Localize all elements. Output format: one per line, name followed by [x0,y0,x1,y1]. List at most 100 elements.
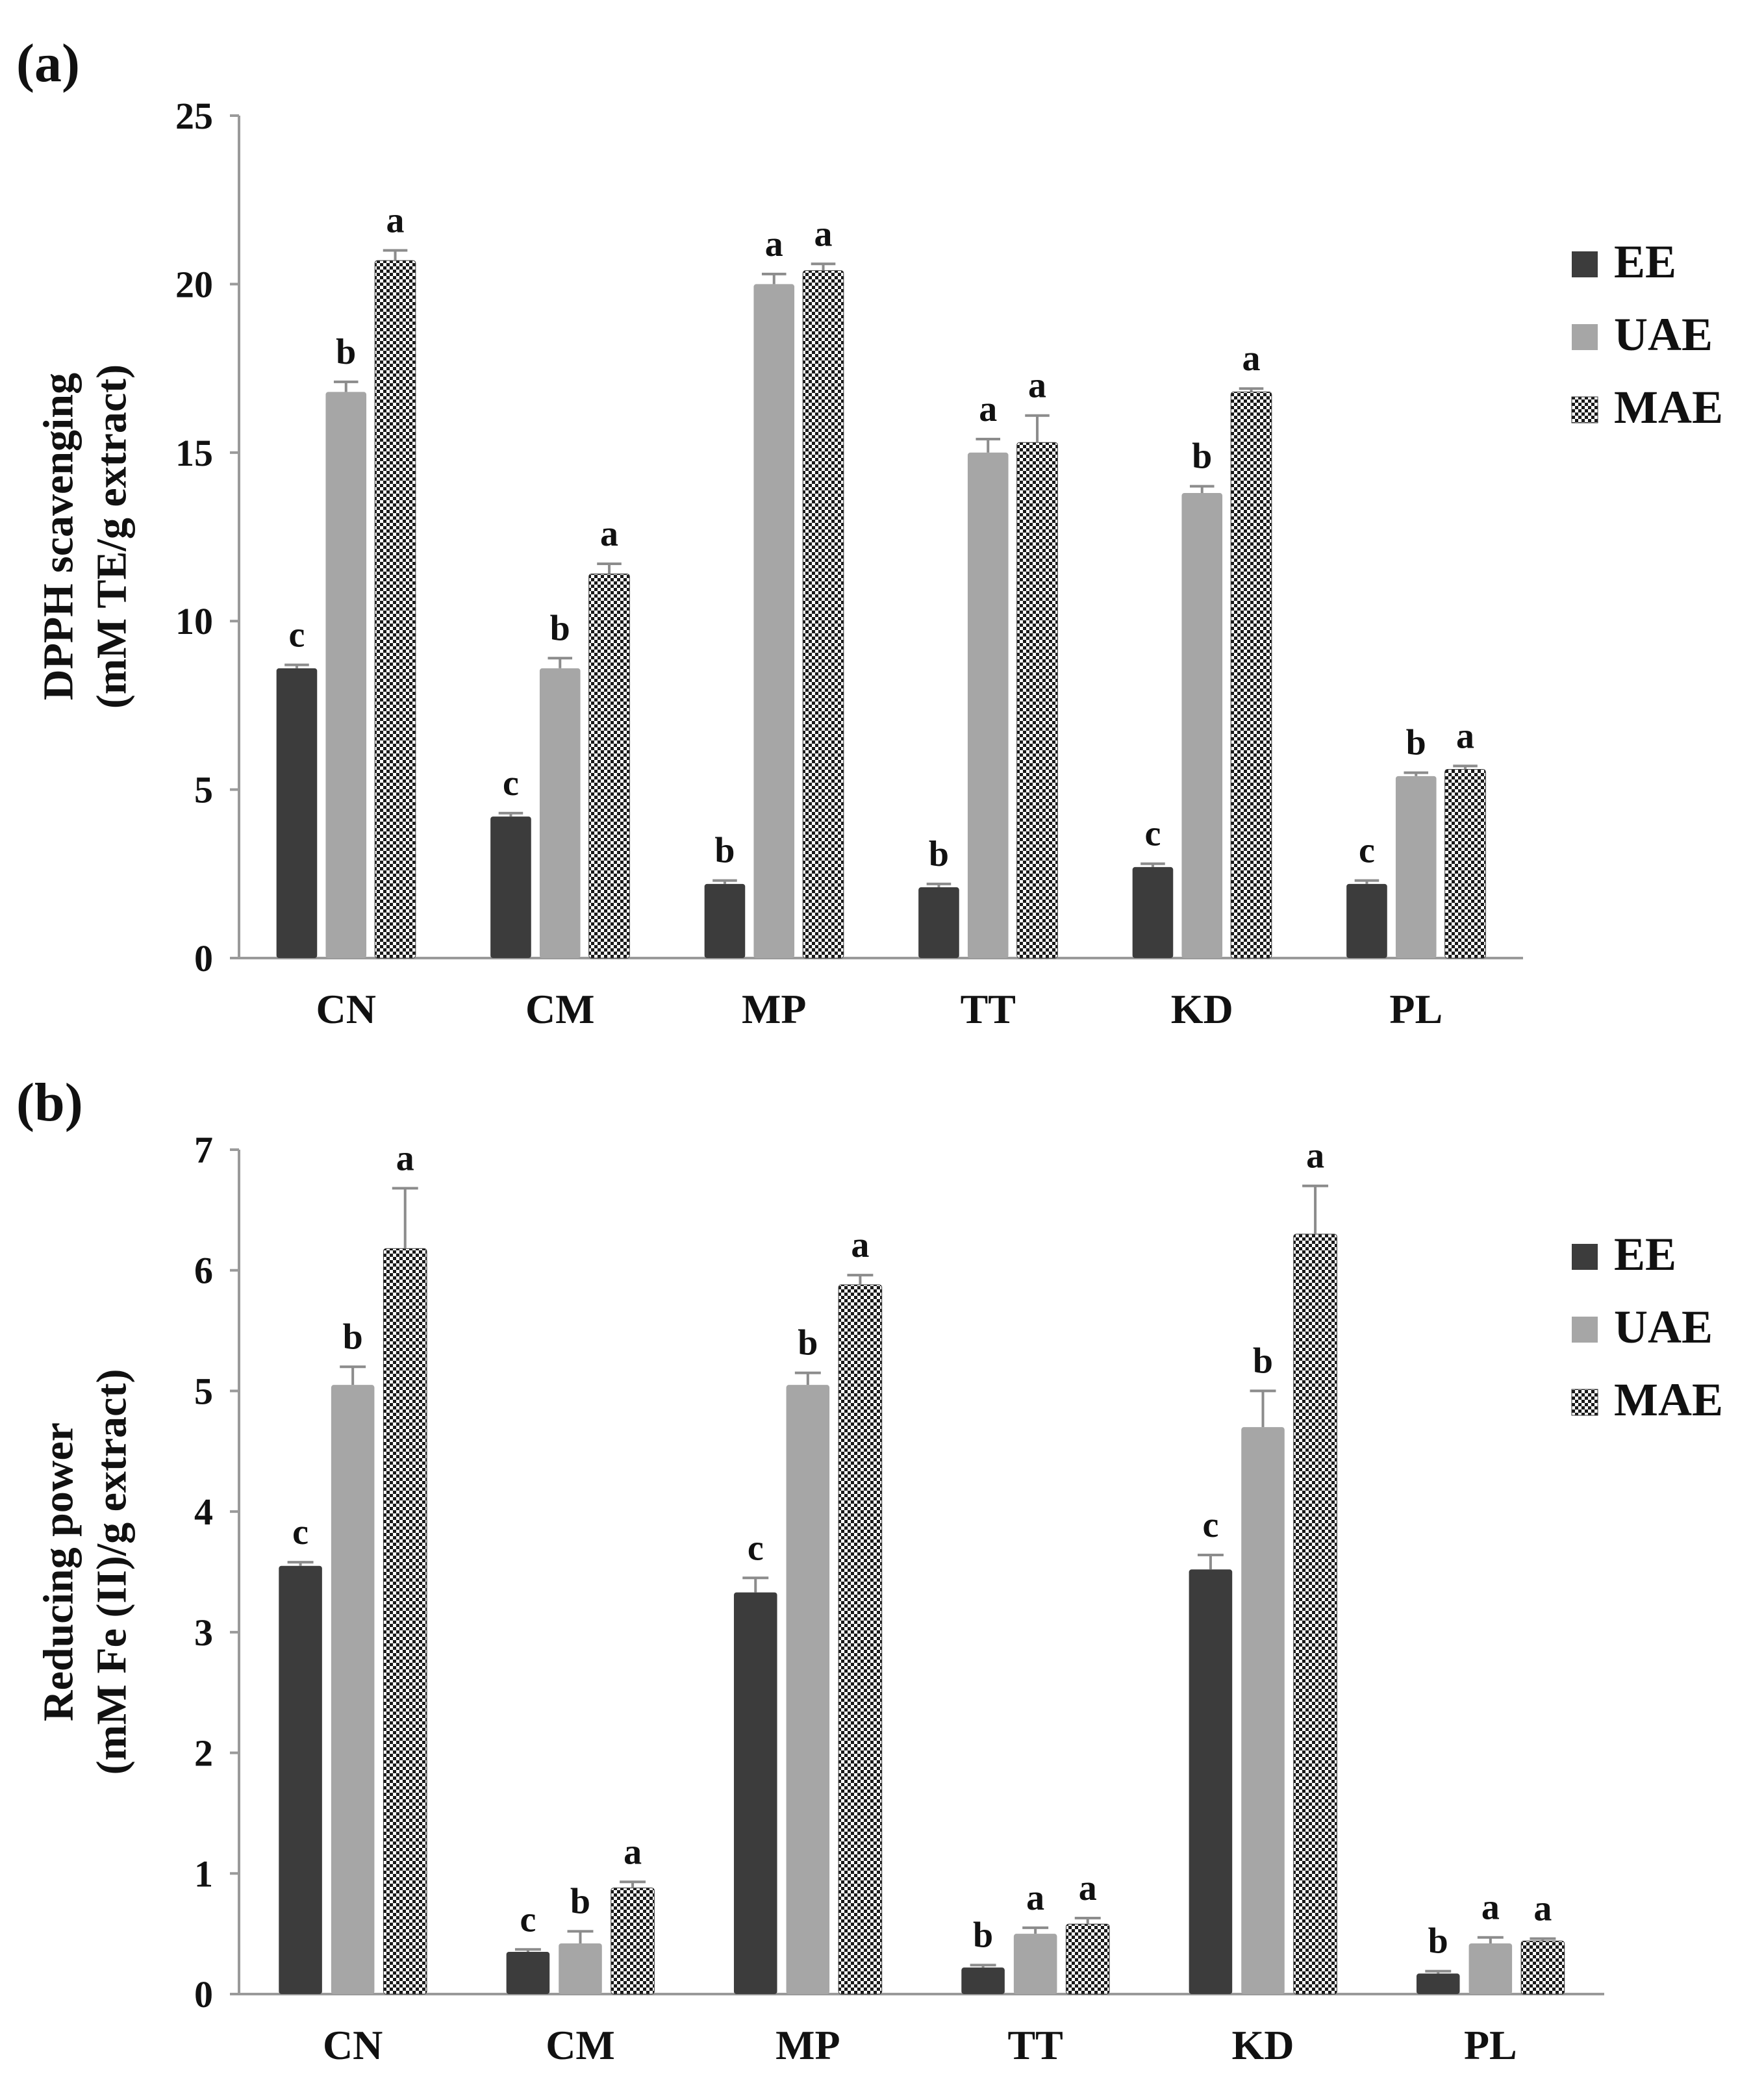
y-tick-label: 7 [194,1129,213,1171]
y-tick-label: 5 [194,769,213,811]
bar-mae-cm [588,574,630,959]
bar-ee-pl [1416,1973,1460,1994]
bar-ee-cm [490,816,531,958]
significance-letter: b [570,1881,590,1921]
bar-mae-mp [802,270,844,959]
chart-panel-b: (b) Reducing power (mM Fe (II)/g extract) 0… [16,1072,1723,2068]
bar-group-tt: b aa TT [918,366,1058,1032]
legend-swatch-mae [1571,1389,1598,1416]
y-tick-label: 15 [175,432,213,474]
x-tick-label: TT [961,986,1016,1032]
legend-label-mae: MAE [1614,381,1723,433]
bar-group-kd: c b a KD [1189,1136,1337,2068]
y-axis-title-line2: (mM TE/g extract) [88,364,135,709]
bar-group-cn: c b a CN [279,1138,427,2068]
significance-letter: a [1028,366,1046,406]
significance-letter: a [624,1832,642,1872]
significance-letter: b [1253,1341,1273,1381]
significance-letter: a [1079,1868,1097,1908]
y-tick-label: 3 [194,1611,213,1654]
legend-swatch-ee [1572,251,1598,277]
significance-letter: a [765,224,783,264]
x-tick-label: TT [1007,2022,1063,2068]
bar-uae-pl [1468,1943,1513,1994]
legend-label-mae: MAE [1614,1374,1723,1426]
significance-letter: c [1145,814,1161,854]
bar-uae-cm [539,668,581,958]
bar-group-cm: c b a CM [490,514,630,1032]
significance-letter: a [600,514,618,554]
bar-uae-cn [325,392,367,958]
y-axis-title-line1: Reducing power [34,1422,82,1721]
y-tick-label: 20 [175,263,213,305]
bar-mae-cm [611,1888,655,1995]
significance-letter: b [343,1317,363,1357]
significance-letter: a [396,1138,414,1178]
bar-uae-pl [1395,776,1437,958]
significance-letter: c [289,615,305,655]
y-tick-label: 6 [194,1250,213,1292]
bar-mae-pl [1444,768,1486,959]
bar-group-pl: ba aPL [1416,1888,1565,2068]
significance-letter: b [550,608,570,648]
y-tick-label: 5 [194,1370,213,1412]
bar-group-cn: c b a CN [276,201,416,1032]
significance-letter: a [1306,1136,1324,1176]
significance-letter: a [1533,1889,1552,1929]
bar-uae-kd [1241,1427,1285,1994]
bar-uae-mp [753,284,795,958]
bar-uae-tt [967,452,1009,958]
bar-uae-cn [331,1385,375,1994]
bar-mae-pl [1520,1940,1565,1995]
bar-group-kd: c b a KD [1132,338,1272,1032]
legend-swatch-mae [1571,396,1598,423]
significance-letter: a [1481,1888,1500,1928]
legend-label-ee: EE [1614,1228,1676,1280]
bar-mae-cn [374,260,416,959]
significance-letter: b [929,834,949,874]
x-tick-label: PL [1389,986,1443,1032]
bar-ee-cn [276,668,318,958]
bar-ee-kd [1132,866,1174,958]
panel-label: (b) [16,1072,83,1133]
bar-mae-kd [1293,1233,1337,1995]
y-axis-title-line2: (mM Fe (II)/g extract) [88,1369,135,1775]
significance-letter: b [336,332,356,372]
significance-letter: c [1359,831,1375,871]
bar-ee-tt [961,1967,1005,1994]
bar-ee-cm [506,1952,550,1994]
legend: EE UAE MAE [1571,236,1723,433]
bar-uae-kd [1181,493,1223,958]
significance-letter: a [1242,338,1261,379]
y-tick-label: 10 [175,600,213,642]
bar-group-mp: b a a MP [704,214,844,1032]
bar-ee-mp [733,1592,777,1994]
y-axis-title: DPPH scavenging (mM TE/g extract) [34,364,135,709]
bar-mae-tt [1016,442,1058,959]
significance-letter: c [292,1512,309,1552]
legend-swatch-uae [1572,324,1598,350]
x-tick-label: PL [1464,2022,1517,2068]
legend-label-uae: UAE [1614,309,1713,360]
significance-letter: c [1202,1505,1218,1545]
significance-letter: a [386,201,405,241]
significance-letter: a [851,1225,869,1265]
x-tick-label: KD [1171,986,1233,1032]
legend-swatch-uae [1572,1317,1598,1343]
bar-ee-kd [1189,1569,1233,1994]
significance-letter: a [979,389,997,429]
bar-mae-kd [1230,391,1272,959]
bar-group-pl: c b a PL [1346,716,1486,1032]
x-tick-label: CN [323,2022,383,2068]
significance-letter: b [973,1915,993,1955]
significance-letter: b [1406,723,1426,763]
x-tick-label: CN [316,986,376,1032]
significance-letter: c [520,1899,536,1940]
significance-letter: b [1192,436,1212,477]
significance-letter: b [714,831,735,871]
bar-mae-cn [383,1248,427,1995]
significance-letter: a [814,214,833,254]
legend-label-uae: UAE [1614,1301,1713,1353]
